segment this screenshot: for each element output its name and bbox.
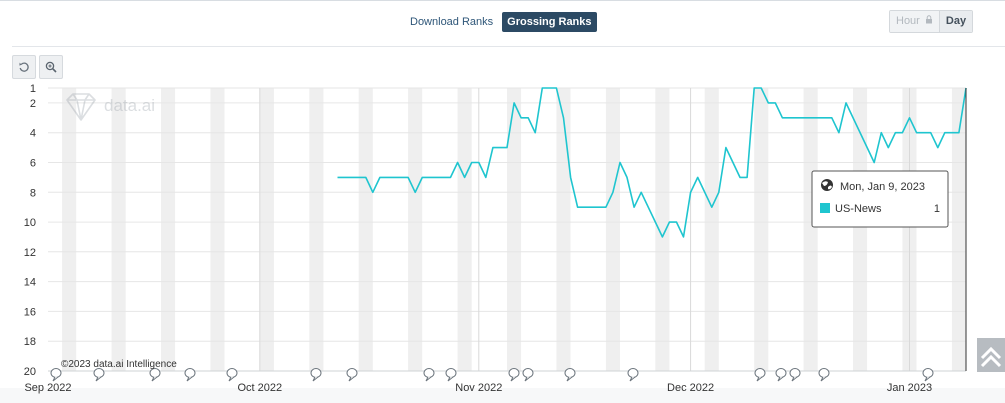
weekend-band xyxy=(655,88,670,371)
weekend-band xyxy=(111,88,126,371)
weekend-band xyxy=(605,88,620,371)
annotation-icon xyxy=(522,368,534,382)
tooltip-series-name: US-News xyxy=(835,203,882,215)
y-tick-label: 2 xyxy=(30,98,36,110)
tooltip-series-value: 1 xyxy=(934,203,940,215)
annotation-icon xyxy=(149,368,161,382)
hour-button[interactable]: Hour xyxy=(890,11,940,32)
annotation-icon xyxy=(310,368,322,382)
annotation-icon xyxy=(564,368,576,382)
annotation-icon xyxy=(508,368,520,382)
weekend-band xyxy=(259,88,274,371)
annotation-icon xyxy=(184,368,196,382)
x-axis-labels: Sep 2022 Oct 2022 Nov 2022 Dec 2022 Jan 2023 xyxy=(24,370,966,394)
tab-download-ranks[interactable]: Download Ranks xyxy=(410,16,494,28)
weekend-band xyxy=(507,88,522,371)
x-tick-label: Sep 2022 xyxy=(24,382,71,394)
annotation-markers xyxy=(50,368,934,382)
annotation-icon xyxy=(818,368,830,382)
annotation-icon xyxy=(754,368,766,382)
annotation-icon xyxy=(775,368,787,382)
y-tick-label: 6 xyxy=(30,158,36,170)
annotation-icon xyxy=(226,368,238,382)
annotation-icon xyxy=(627,368,639,382)
annotation-icon xyxy=(922,368,934,382)
y-tick-label: 16 xyxy=(24,306,36,318)
zoom-button[interactable] xyxy=(39,55,63,79)
diamond-logo-icon xyxy=(66,93,96,121)
weekend-band xyxy=(408,88,423,371)
lock-icon xyxy=(925,15,932,24)
series-line-us-news xyxy=(337,87,967,238)
annotation-icon xyxy=(50,368,62,382)
reset-zoom-button[interactable] xyxy=(12,55,36,79)
weekend-band xyxy=(853,88,868,371)
weekend-band xyxy=(556,88,571,371)
weekend-band xyxy=(210,88,225,371)
weekend-band xyxy=(803,88,818,371)
granularity-toggle: Hour Day xyxy=(889,10,974,33)
x-tick-label: Oct 2022 xyxy=(237,382,282,394)
x-tick-label: Nov 2022 xyxy=(455,382,502,394)
y-tick-label: 1 xyxy=(30,83,36,95)
annotation-icon xyxy=(445,368,457,382)
rank-type-tabs: Download Ranks Grossing Ranks xyxy=(405,12,597,32)
annotation-icon xyxy=(93,368,105,382)
annotation-icon xyxy=(423,368,435,382)
day-button[interactable]: Day xyxy=(939,11,973,32)
data-ai-watermark: data.ai xyxy=(66,93,155,121)
weekend-band xyxy=(754,88,769,371)
annotation-icon xyxy=(346,368,358,382)
weekend-band xyxy=(62,88,77,371)
weekend-bands xyxy=(62,88,966,371)
weekend-band xyxy=(951,88,966,371)
bottom-band xyxy=(0,388,1005,403)
top-divider xyxy=(0,0,1005,1)
weekend-band xyxy=(704,88,719,371)
weekend-band xyxy=(309,88,324,371)
globe-icon xyxy=(821,179,833,191)
weekend-band xyxy=(457,88,472,371)
y-tick-label: 14 xyxy=(24,277,36,289)
chevron-up-icon xyxy=(980,346,1002,368)
copyright-text: ©2023 data.ai Intelligence xyxy=(61,359,177,370)
watermark-text: data.ai xyxy=(104,96,155,115)
hour-label: Hour xyxy=(896,15,920,27)
y-tick-label: 18 xyxy=(24,336,36,348)
month-gridlines xyxy=(259,88,910,371)
y-tick-label: 4 xyxy=(30,128,36,140)
scroll-to-top-button[interactable] xyxy=(977,338,1005,372)
y-tick-label: 10 xyxy=(24,217,36,229)
weekend-band xyxy=(161,88,176,371)
undo-icon xyxy=(19,62,29,72)
zoom-in-icon xyxy=(45,61,57,73)
header-divider xyxy=(12,46,1005,47)
annotation-icon xyxy=(789,368,801,382)
x-tick-label: Dec 2022 xyxy=(667,382,714,394)
y-tick-label: 20 xyxy=(24,366,36,378)
tooltip: Mon, Jan 9, 2023 US-News 1 xyxy=(811,170,949,228)
y-tick-label: 12 xyxy=(24,247,36,259)
tooltip-series-swatch xyxy=(820,203,830,213)
tooltip-date: Mon, Jan 9, 2023 xyxy=(840,181,925,193)
x-tick-label: Jan 2023 xyxy=(887,382,932,394)
y-tick-label: 8 xyxy=(30,187,36,199)
tab-grossing-ranks[interactable]: Grossing Ranks xyxy=(502,12,597,32)
weekend-band xyxy=(358,88,373,371)
